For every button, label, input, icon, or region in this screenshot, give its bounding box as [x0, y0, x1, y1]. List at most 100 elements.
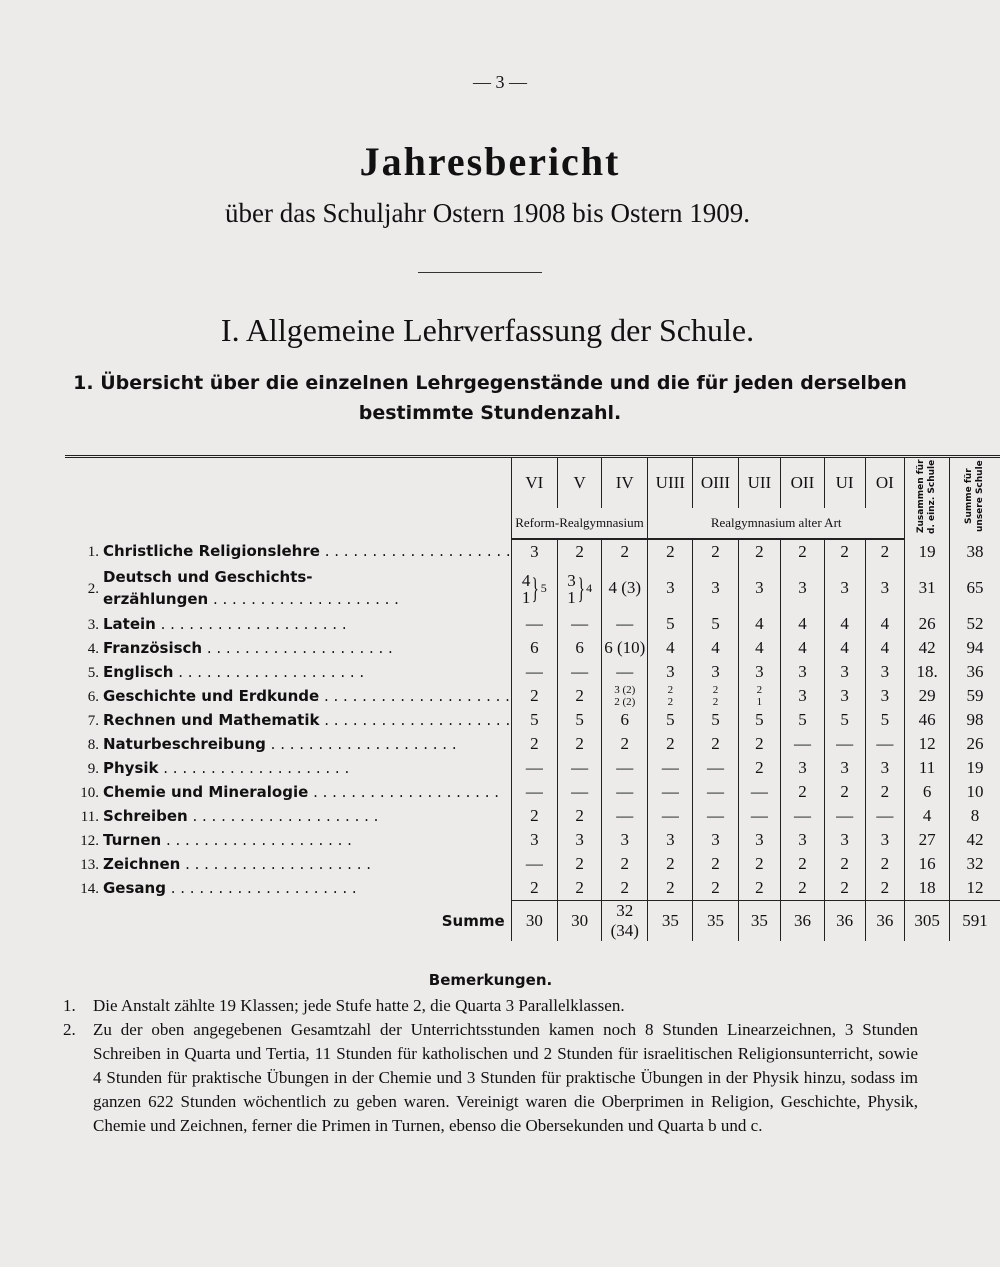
cell-value: 2: [711, 734, 720, 753]
cell: 36: [949, 660, 1000, 684]
cell: —: [510, 660, 558, 684]
table-row: 7.Rechnen und Mathematik 5 5 6 5 5 5 5 5 5 46 98: [65, 708, 1000, 732]
cell: 2: [510, 804, 558, 828]
row-number: 5.: [87, 664, 99, 681]
cell-value: 2: [840, 854, 849, 873]
cell-value: 2: [880, 854, 890, 873]
cell: 2: [557, 852, 602, 876]
cell: 4: [737, 612, 781, 636]
cell: 2: [737, 852, 781, 876]
row-number: 12.: [80, 832, 99, 849]
cell: 32: [949, 852, 1000, 876]
column-header: V: [557, 455, 602, 508]
column-label: V: [573, 473, 586, 492]
cell-value: 3: [575, 830, 584, 849]
cell-value: 2: [530, 878, 539, 897]
cell: 8: [949, 804, 1000, 828]
cell: 3: [737, 660, 781, 684]
cell-value: 19: [966, 758, 984, 777]
total-label-text: Summe: [441, 911, 505, 930]
column-header: OIII: [692, 455, 739, 508]
row-label: 4. Französisch: [65, 636, 511, 660]
row-label: 9. Physik: [65, 756, 511, 780]
cell-value: 5: [880, 710, 890, 729]
cell-value: —: [793, 734, 811, 753]
cell-value: 31: [918, 578, 936, 597]
cell: 2: [864, 852, 905, 876]
cell: —: [557, 756, 602, 780]
cell-value: 3: [755, 578, 764, 597]
cell-value: 12: [918, 734, 936, 753]
cell-value: 6: [922, 782, 932, 801]
row-label-text: Zeichnen: [103, 855, 371, 873]
cell-value: 5: [575, 710, 584, 729]
cell-value: 35: [706, 911, 724, 930]
cell: 2: [692, 876, 739, 901]
cell-value: 4: [521, 570, 531, 590]
row-number: 4.: [87, 640, 99, 657]
cell: 3: [557, 828, 602, 852]
row-number: 13.: [80, 856, 99, 873]
cell: 2: [510, 732, 558, 756]
column-label: Zusammen für d. einz. Schule: [916, 458, 938, 534]
cell-value: 3: [711, 662, 720, 681]
cell: 18: [904, 876, 950, 901]
cell: 2: [823, 780, 866, 804]
column-label: OIII: [700, 473, 731, 492]
cell-value: 4: [922, 806, 932, 825]
cell: 5: [647, 708, 693, 732]
cell: 3: [737, 564, 781, 612]
cell: 2: [557, 732, 602, 756]
cell-value: 3: [880, 662, 890, 681]
page-number: — 3 —: [473, 72, 527, 92]
cell-value: 3: [755, 830, 764, 849]
cell-value: —: [706, 782, 724, 801]
column-header: UI: [823, 455, 866, 508]
cell-value: 2: [575, 542, 584, 561]
cell-value: —: [525, 662, 543, 681]
cell: 2: [780, 539, 825, 564]
cell: 10: [949, 780, 1000, 804]
cell: 3: [780, 684, 825, 708]
cell-value: 42: [966, 830, 984, 849]
cell-value: 2: [755, 734, 764, 753]
cell-value: 2: [712, 696, 719, 708]
cell-value: —: [616, 662, 634, 681]
cell: 3: [510, 828, 558, 852]
cell: 2: [510, 876, 558, 901]
cell: 2: [647, 852, 693, 876]
total-label: Summe: [65, 901, 511, 942]
cell-brace: 3 1} 4: [567, 572, 592, 606]
cell-value: —: [525, 614, 543, 633]
cell: 2: [692, 732, 739, 756]
cell-value: 1: [756, 696, 763, 708]
row-label-text: Physik: [103, 759, 349, 777]
cell: 12: [904, 732, 950, 756]
column-label: UI: [835, 473, 854, 492]
column-label: UII: [747, 473, 772, 492]
cell: —: [557, 612, 602, 636]
cell: 2: [780, 780, 825, 804]
cell: 36: [823, 900, 866, 941]
cell-value: 3: [567, 570, 576, 590]
cell-value: 5: [666, 614, 675, 633]
cell: 4: [864, 636, 905, 660]
cell-value: 27: [918, 830, 936, 849]
cell-value: —: [571, 758, 589, 777]
row-number: 2.: [87, 580, 99, 597]
cell-value: 35: [750, 911, 768, 930]
cell: 16: [904, 852, 950, 876]
cell: 4: [780, 636, 825, 660]
cell: 12: [949, 876, 1000, 901]
row-label: 14. Gesang: [65, 876, 511, 901]
cell: 18.: [904, 660, 950, 684]
cell-value: 52: [966, 614, 984, 633]
cell: 3: [647, 660, 693, 684]
row-label-text: Gesang: [103, 879, 357, 897]
row-label: 6. Geschichte und Erdkunde: [65, 684, 511, 708]
column-label: Summe für unsere Schule: [964, 460, 986, 532]
